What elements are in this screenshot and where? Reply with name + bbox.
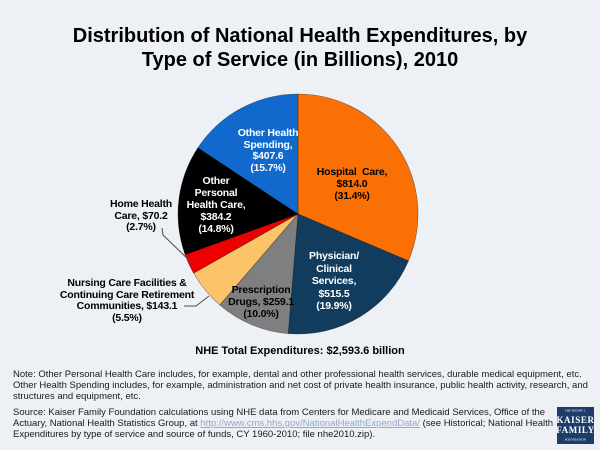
source-prefix: Source: Kaiser Family Foundation calcula…	[13, 407, 546, 429]
slice-label-other-personal-health-care: Other Personal Health Care, $384.2 (14.8…	[186, 175, 246, 235]
pie-slice-hospital-care	[297, 93, 419, 262]
source-suffix: (see Historical; National Health Expendi…	[13, 417, 554, 440]
slice-label-prescription-drugs: Prescription Drugs, $259.1 (10.0%)	[228, 284, 294, 320]
pie-slice-nursing-care-facilities-continuing-care-retirement-communities	[193, 213, 299, 306]
logo-line-kaiser: KAISER	[556, 415, 595, 425]
logo-line-foundation: FOUNDATION	[564, 438, 587, 442]
callout-label-nursing-care-facilities: Nursing Care Facilities & Continuing Car…	[59, 277, 195, 324]
logo-line-family: FAMILY	[556, 424, 595, 435]
pie-slice-physician-clinical-services	[287, 213, 409, 335]
slice-label-hospital-care: Hospital Care, $814.0 (31.4%)	[316, 166, 388, 202]
pie-slice-home-health-care	[184, 213, 299, 274]
logo-line-the-henry-j: THE HENRY J.	[564, 409, 587, 413]
source-url-link[interactable]: http://www.cms.hhs.gov/NationalHealthExp…	[200, 417, 420, 429]
callout-label-home-health-care: Home Health Care, $70.2 (2.7%)	[110, 197, 172, 233]
slice-label-physician-clinical-services: Physician/ Clinical Services, $515.5 (19…	[309, 249, 359, 312]
leader-line-nursing-care-facilities	[184, 295, 210, 307]
kaiser-family-foundation-logo: THE HENRY J. KAISER FAMILY FOUNDATION	[556, 407, 595, 444]
total-expenditures-label: NHE Total Expenditures: $2,593.6 billion	[195, 345, 405, 357]
pie-slice-other-health-spending	[197, 93, 299, 215]
leader-line-home-health-care	[161, 227, 193, 264]
note-text: Note: Other Personal Health Care include…	[13, 369, 588, 402]
pie-slices-group	[177, 93, 419, 335]
slice-label-other-health-spending: Other Health Spending, $407.6 (15.7%)	[237, 127, 299, 174]
pie-slice-other-personal-health-care	[177, 147, 299, 255]
page-title: Distribution of National Health Expendit…	[72, 25, 528, 71]
source-text: Source: Kaiser Family Foundation calcula…	[13, 407, 554, 440]
pie-slice-prescription-drugs	[219, 213, 299, 334]
